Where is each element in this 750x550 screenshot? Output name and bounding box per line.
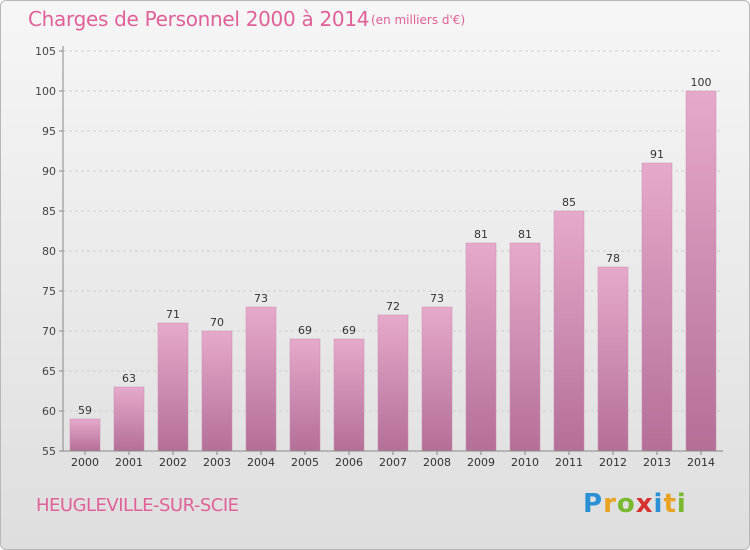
x-tick-label-2009: 2009 [467,456,495,469]
bar-2007 [377,314,409,452]
y-tick-label: 100 [35,85,56,98]
y-tick-label: 85 [42,205,56,218]
x-tick-label-2000: 2000 [71,456,99,469]
x-tick-label-2002: 2002 [159,456,187,469]
data-label-2005: 69 [298,324,312,337]
chart-subtitle: (en milliers d'€) [371,13,466,27]
x-tick-label-2004: 2004 [247,456,275,469]
x-tick-label-2013: 2013 [643,456,671,469]
bar-2004 [245,306,277,452]
bar-2010 [509,242,541,452]
y-tick-label: 65 [42,365,56,378]
town-name: HEUGLEVILLE-SUR-SCIE [36,495,239,516]
x-tick-label-2014: 2014 [687,456,715,469]
bar-2005 [289,338,321,452]
x-tick-label-2008: 2008 [423,456,451,469]
data-label-2012: 78 [606,252,620,265]
data-label-2008: 73 [430,292,444,305]
bar-2014 [685,90,717,452]
x-tick-label-2007: 2007 [379,456,407,469]
y-tick-label: 55 [42,445,56,458]
data-label-2001: 63 [122,372,136,385]
bar-2011 [553,210,585,452]
data-label-2014: 100 [691,76,712,89]
data-label-2010: 81 [518,228,532,241]
x-tick-label-2006: 2006 [335,456,363,469]
proxiti-logo: Proxiti [583,489,687,519]
y-tick-label: 60 [42,405,56,418]
x-tick-label-2001: 2001 [115,456,143,469]
data-label-2003: 70 [210,316,224,329]
data-label-2009: 81 [474,228,488,241]
data-label-2011: 85 [562,196,576,209]
y-tick-label: 105 [35,45,56,58]
y-tick-label: 75 [42,285,56,298]
chart-title: Charges de Personnel 2000 à 2014 [28,7,370,31]
bar-2012 [597,266,629,452]
x-tick-label-2012: 2012 [599,456,627,469]
x-tick-label-2003: 2003 [203,456,231,469]
data-label-2002: 71 [166,308,180,321]
bar-2009 [465,242,497,452]
x-tick-label-2011: 2011 [555,456,583,469]
bar-2000 [69,418,101,452]
y-tick-label: 80 [42,245,56,258]
bar-2002 [157,322,189,452]
bar-2013 [641,162,673,452]
bar-2001 [113,386,145,452]
bar-2006 [333,338,365,452]
data-label-2007: 72 [386,300,400,313]
bar-2008 [421,306,453,452]
data-label-2013: 91 [650,148,664,161]
y-tick-label: 95 [42,125,56,138]
y-tick-label: 70 [42,325,56,338]
data-label-2006: 69 [342,324,356,337]
data-label-2004: 73 [254,292,268,305]
bar-2003 [201,330,233,452]
x-tick-label-2005: 2005 [291,456,319,469]
y-tick-label: 90 [42,165,56,178]
x-tick-label-2010: 2010 [511,456,539,469]
data-label-2000: 59 [78,404,92,417]
